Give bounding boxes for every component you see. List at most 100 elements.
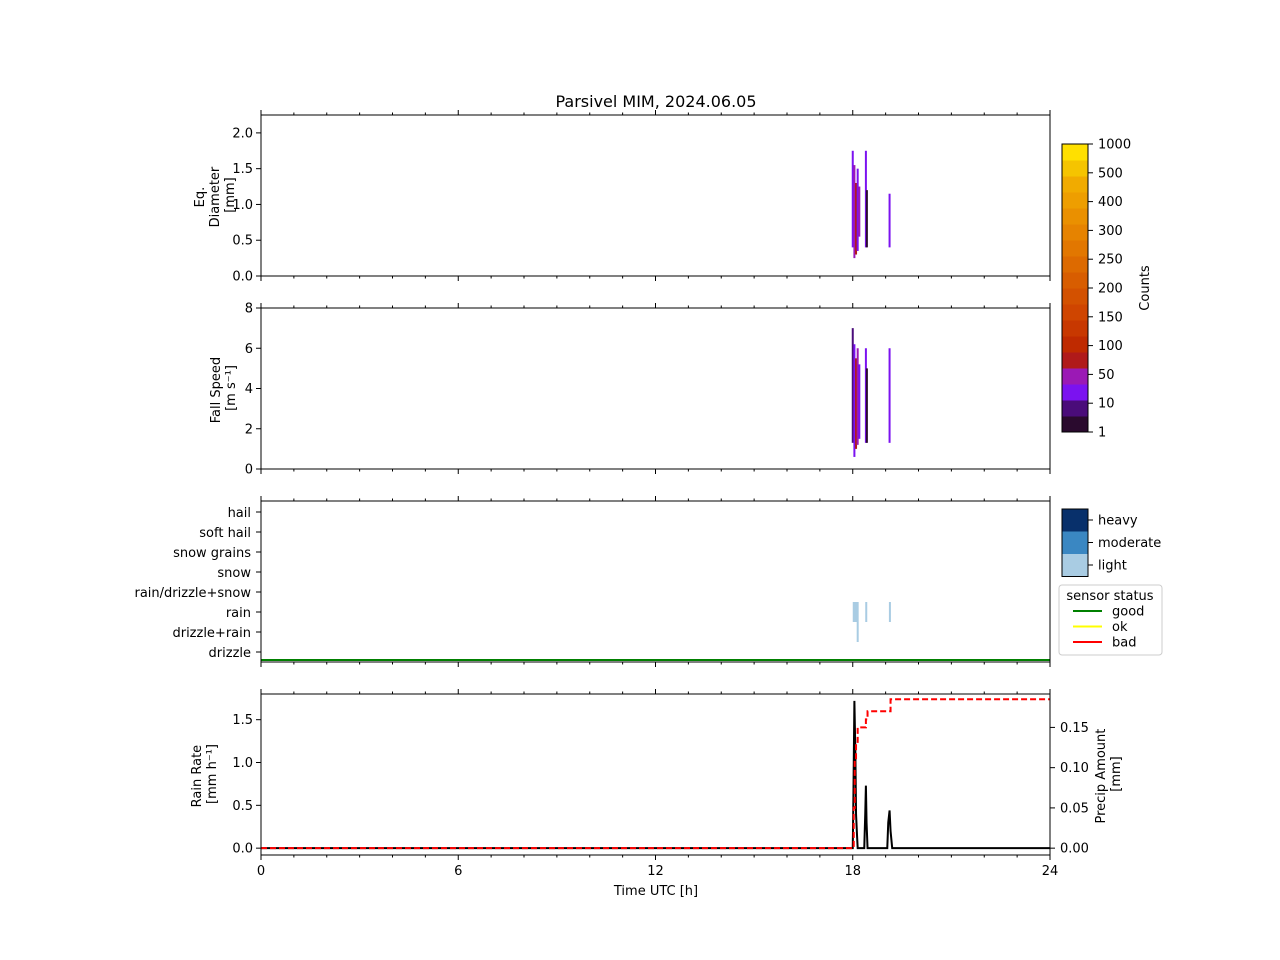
precip-type-panel: drizzle drizzle+rain rain rain/drizzle+snow… <box>135 496 1051 667</box>
x-tick-label: 18 <box>844 864 861 879</box>
rainrate-ylabel: Rain Rate [mm h⁻¹] <box>190 741 220 808</box>
diameter-marks <box>851 150 891 259</box>
counts-colorbar-blocks <box>1062 144 1088 433</box>
colorbar-block <box>1062 288 1088 305</box>
y2-tick-label: 0.05 <box>1060 801 1089 816</box>
diameter-ylabel: Eq. Diameter [mm] <box>193 163 238 228</box>
fallspeed-ylabel-line-2: [m s⁻¹] <box>224 365 239 411</box>
status-legend-label: good <box>1112 605 1144 620</box>
precip-type-cell <box>865 602 868 622</box>
colorbar-tick-label: 250 <box>1098 253 1123 268</box>
y-tick-label: 1.5 <box>232 713 253 728</box>
intensity-legend: heavy moderate light <box>1061 508 1161 577</box>
x-tick-label: 12 <box>647 864 664 879</box>
counts-colorbar-label: Counts <box>1138 265 1153 311</box>
colorbar-block <box>1062 208 1088 225</box>
colorbar-block <box>1062 272 1088 289</box>
category-label: drizzle+rain <box>172 626 251 641</box>
category-label: hail <box>228 506 251 521</box>
colorbar-tick-label: 1 <box>1098 426 1106 441</box>
precip-type-cell <box>888 602 891 622</box>
heatmap-column <box>865 368 868 443</box>
colorbar-block <box>1062 240 1088 257</box>
x-tick-label: 0 <box>257 864 265 879</box>
heatmap-column <box>855 182 858 255</box>
heatmap-column <box>853 165 856 259</box>
category-label: rain <box>226 606 251 621</box>
x-tick-label: 24 <box>1042 864 1059 879</box>
y-tick-label: 1.0 <box>232 198 253 213</box>
diameter-panel: 0.0 0.5 1.0 1.5 2.0 Eq. Diameter [mm] <box>193 110 1051 285</box>
heatmap-column <box>888 348 891 443</box>
colorbar-block <box>1062 224 1088 241</box>
diameter-ylabel-line-1: Eq. <box>193 187 208 208</box>
colorbar-tick-label: 150 <box>1098 310 1123 325</box>
category-label: soft hail <box>199 526 251 541</box>
fallspeed-panel: 0 2 4 6 8 Fall Speed [m s⁻¹] <box>209 302 1051 478</box>
heatmap-column <box>856 348 859 445</box>
counts-colorbar-ticks: 1 10 50 100 150 200 250 300 400 500 1000 <box>1088 138 1131 441</box>
heatmap-column <box>856 168 859 251</box>
precip-type-cell <box>856 622 859 642</box>
y-tick-label: 0 <box>245 463 253 478</box>
y-tick-label: 1.0 <box>232 756 253 771</box>
status-legend-label: ok <box>1112 620 1128 635</box>
y-tick-label: 8 <box>245 302 253 317</box>
precip-type-axes: drizzle drizzle+rain rain rain/drizzle+snow… <box>135 496 1051 667</box>
precip-amount-ylabel-line-1: Precip Amount <box>1094 729 1109 824</box>
colorbar-tick-label: 50 <box>1098 368 1115 383</box>
y-tick-label: 0.5 <box>232 234 253 249</box>
colorbar-block <box>1062 320 1088 337</box>
intensity-label: light <box>1098 559 1127 574</box>
y-tick-label: 6 <box>245 342 253 357</box>
sensor-status-legend-box <box>1058 584 1163 656</box>
colorbar-tick-label: 200 <box>1098 282 1123 297</box>
y2-tick-label: 0.15 <box>1060 721 1089 736</box>
fallspeed-frame <box>260 307 1051 470</box>
x-tick-label: 6 <box>454 864 462 879</box>
diameter-ylabel-line-3: [mm] <box>223 177 238 212</box>
sensor-status-legend-title: sensor status <box>1066 589 1153 604</box>
rainrate-frame <box>260 693 1051 856</box>
category-label: drizzle <box>209 646 251 661</box>
diameter-axes: 0.0 0.5 1.0 1.5 2.0 <box>232 110 1051 285</box>
precip-type-marks <box>261 602 1050 661</box>
rainrate-axes: 0 6 12 18 24 0.0 0.5 1.0 1.5 0.00 0.05 0.10 0.15 <box>232 689 1089 879</box>
intensity-swatch <box>1062 554 1088 577</box>
colorbar-block <box>1062 176 1088 193</box>
y-tick-label: 0.0 <box>232 842 253 857</box>
intensity-swatch <box>1062 509 1088 532</box>
diameter-frame <box>260 114 1051 277</box>
counts-colorbar: 1 10 50 100 150 200 250 300 400 500 1000 Counts <box>1061 138 1153 441</box>
heatmap-column <box>855 358 858 449</box>
heatmap-column <box>865 190 868 248</box>
precip-type-cell <box>852 602 859 622</box>
y-tick-label: 0.0 <box>232 270 253 285</box>
diameter-ylabel-line-2: Diameter <box>208 166 223 227</box>
colorbar-tick-label: 100 <box>1098 339 1123 354</box>
colorbar-tick-label: 300 <box>1098 224 1123 239</box>
heatmap-column <box>851 328 854 443</box>
category-label: snow <box>217 566 251 581</box>
chart-title: Parsivel MIM, 2024.06.05 <box>555 92 756 111</box>
y2-tick-label: 0.10 <box>1060 761 1089 776</box>
precip-type-frame <box>260 500 1051 663</box>
y-tick-label: 2 <box>245 422 253 437</box>
rainrate-panel: 0 6 12 18 24 0.0 0.5 1.0 1.5 0.00 0.05 0.10 0.15 Rai… <box>190 689 1124 899</box>
colorbar-block <box>1062 384 1088 401</box>
rainrate-marks <box>261 698 1050 850</box>
colorbar-tick-label: 400 <box>1098 195 1123 210</box>
heatmap-column <box>853 344 856 457</box>
intensity-label: heavy <box>1098 514 1138 529</box>
precip-amount-line <box>261 698 1050 850</box>
colorbar-block <box>1062 256 1088 273</box>
precip-amount-ylabel-line-2: [mm] <box>1109 756 1124 791</box>
heatmap-column <box>858 186 861 237</box>
colorbar-block <box>1062 160 1088 177</box>
status-legend-label: bad <box>1112 636 1136 651</box>
intensity-swatch <box>1062 531 1088 554</box>
colorbar-tick-label: 1000 <box>1098 138 1131 153</box>
y-tick-label: 0.5 <box>232 799 253 814</box>
